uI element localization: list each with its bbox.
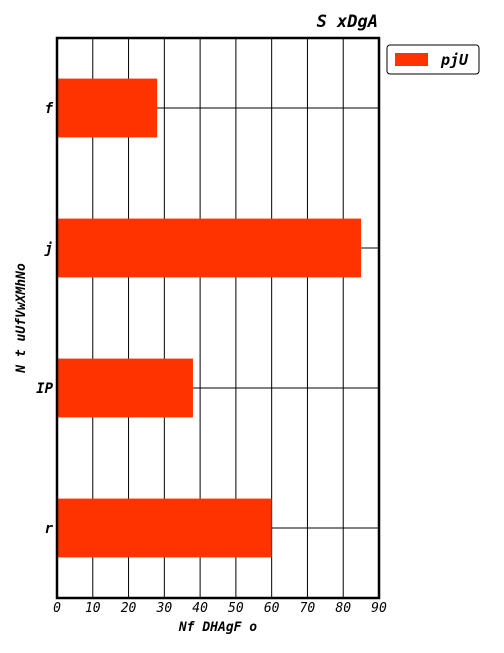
x-tick-label: 60 — [264, 601, 280, 616]
chart-title: S xDgA — [317, 12, 378, 32]
y-tick-label: j — [44, 241, 53, 257]
bars — [57, 78, 362, 558]
legend-label: pjU — [440, 51, 469, 69]
plot-frame — [55, 36, 381, 600]
x-tick-label: 80 — [335, 601, 351, 616]
legend-swatch — [395, 53, 428, 66]
x-tick-label: 70 — [300, 601, 316, 616]
x-tick-label: 10 — [85, 601, 101, 616]
y-tick-label: r — [45, 521, 54, 537]
bar-j — [57, 218, 362, 278]
y-tick-label: IP — [36, 381, 53, 397]
legend: pjU — [386, 44, 480, 75]
bar-r — [57, 498, 272, 558]
x-tick-label: 20 — [121, 601, 137, 616]
bar-IP — [57, 358, 193, 418]
legend-box — [386, 44, 480, 75]
x-tick-label: 90 — [371, 601, 387, 616]
y-tick-labels: f j IP r — [36, 101, 53, 537]
bar-f — [57, 78, 158, 138]
x-tick-label: 50 — [228, 601, 244, 616]
y-tick-label: f — [45, 101, 54, 117]
x-axis-label: Nf DHAgF o — [178, 620, 257, 635]
x-tick-label: 40 — [192, 601, 208, 616]
x-tick-label: 0 — [53, 601, 61, 616]
x-tick-labels: 0 10 20 30 40 50 60 70 80 90 — [53, 601, 387, 616]
y-axis-label: N t uUfVwXMhNo — [14, 263, 29, 374]
x-tick-label: 30 — [156, 601, 173, 616]
